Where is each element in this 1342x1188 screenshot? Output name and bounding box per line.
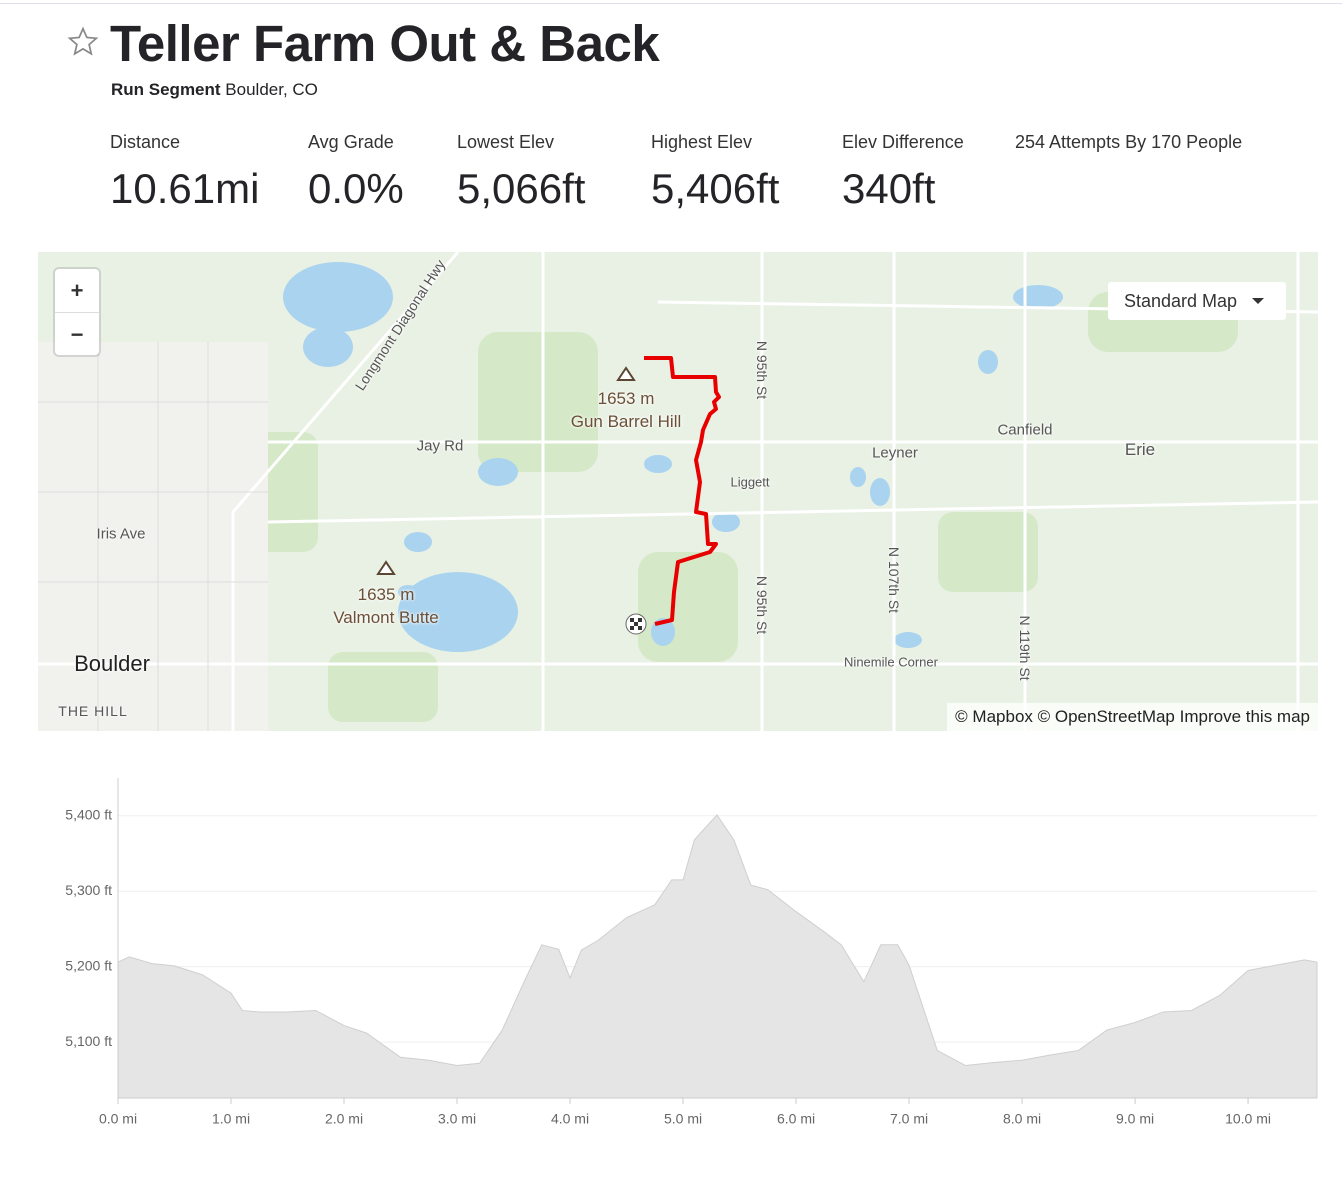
x-tick-label: 3.0 mi [438, 1111, 476, 1127]
map-label: N 95th St [754, 340, 770, 400]
attempts: 254 Attempts By 170 People [1015, 132, 1243, 152]
x-tick-label: 5.0 mi [664, 1111, 702, 1127]
segment-title: Teller Farm Out & Back [110, 15, 660, 72]
y-tick-label: 5,300 ft [65, 882, 112, 898]
stat: Elev Difference 340ft [842, 132, 964, 213]
y-tick-label: 5,400 ft [65, 806, 112, 822]
map-label: Boulder [74, 651, 150, 676]
x-tick-label: 6.0 mi [777, 1111, 815, 1127]
stat-label: Lowest Elev [457, 132, 555, 152]
zoom-out[interactable]: − [70, 322, 84, 347]
map-label: Leyner [872, 444, 918, 462]
x-tick-label: 4.0 mi [551, 1111, 589, 1127]
map-label: THE HILL [58, 703, 128, 719]
stat-label: Highest Elev [651, 132, 753, 152]
stat: Distance 10.61mi [110, 132, 259, 213]
map[interactable]: Longmont Diagonal Hwy 1653 m Gun Barrel Hi… [38, 252, 1318, 731]
x-tick-label: 8.0 mi [1003, 1111, 1041, 1127]
map-label: Liggett [730, 474, 770, 490]
x-tick-label: 0.0 mi [99, 1111, 137, 1127]
zoom-in[interactable]: + [55, 269, 99, 313]
x-tick-label: 2.0 mi [325, 1111, 363, 1127]
map-label: Erie [1124, 440, 1156, 459]
map-label: Iris Ave [96, 525, 146, 543]
map-label: N 107th St [886, 546, 902, 614]
segment-type: Run Segment [111, 80, 221, 99]
subtitle: Run Segment Boulder, CO [111, 80, 318, 100]
stat-label: Avg Grade [308, 132, 394, 152]
y-tick-label: 5,100 ft [65, 1033, 112, 1049]
divider [0, 3, 1342, 4]
elevation-chart: 5,100 ft 5,200 ft 5,300 ft 5,400 ft 0.0 mi 1.… [65, 778, 1318, 1127]
map-attribution[interactable]: © Mapbox © OpenStreetMap Improve this ma… [947, 703, 1318, 731]
x-tick-label: 7.0 mi [890, 1111, 928, 1127]
map-label: Canfield [997, 421, 1053, 439]
stat: Highest Elev 5,406ft [651, 132, 779, 213]
location: Boulder, CO [225, 80, 318, 99]
map-label: N 119th St [1017, 615, 1033, 681]
stat: Lowest Elev 5,066ft [457, 132, 585, 213]
map-label: 1635 m [357, 585, 415, 604]
map-label: 1653 m [597, 389, 655, 408]
map-base [38, 252, 1318, 731]
map-label: Gun Barrel Hill [570, 412, 682, 431]
elevation-area [117, 814, 1318, 1099]
favorite-star[interactable] [66, 26, 100, 58]
x-tick-label: 1.0 mi [212, 1111, 250, 1127]
x-tick-label: 9.0 mi [1116, 1111, 1154, 1127]
map-style-button[interactable]: Standard Map [1108, 282, 1286, 320]
map-label: Valmont Butte [333, 608, 439, 627]
stat-value: 0.0% [308, 165, 404, 212]
x-tick-label: 10.0 mi [1225, 1111, 1271, 1127]
map-label: N 95th St [754, 575, 770, 635]
stat-value: 10.61mi [110, 165, 260, 212]
zoom-control: + − [55, 269, 99, 355]
stat: Avg Grade 0.0% [308, 132, 404, 213]
stat-value: 5,066ft [457, 165, 586, 212]
y-tick-label: 5,200 ft [65, 957, 112, 973]
stat-label: Elev Difference [842, 132, 964, 152]
stat-value: 340ft [842, 165, 936, 212]
stat-value: 5,406ft [651, 165, 780, 212]
map-label: Ninemile Corner [844, 654, 938, 670]
map-label: Jay Rd [416, 437, 464, 455]
stat-label: Distance [110, 132, 181, 152]
